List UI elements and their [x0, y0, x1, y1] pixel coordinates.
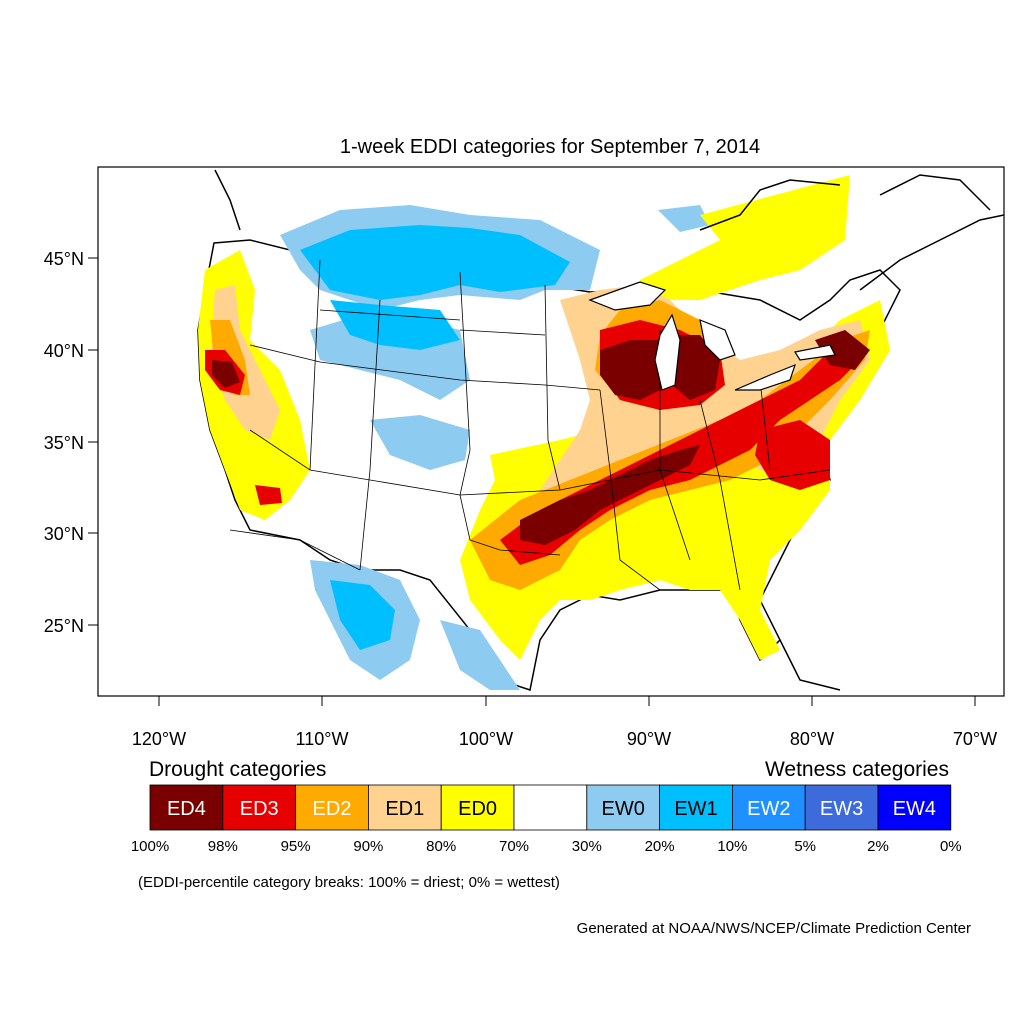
wetness-areas: [280, 205, 710, 690]
lon-label: 70°W: [953, 729, 997, 749]
lon-label: 110°W: [296, 729, 349, 749]
map-panel: [97, 166, 1005, 697]
legend-swatch: [295, 784, 369, 831]
wetness-categories-title: Wetness categories: [765, 758, 949, 781]
drought-areas: [198, 175, 890, 660]
legend-category-label: EW3: [820, 798, 863, 820]
legend-category-label: ED4: [167, 798, 206, 820]
legend-break-label: 5%: [794, 838, 816, 855]
legend-swatch: [804, 784, 879, 831]
legend-color-bar: ED4 ED3 ED2 ED1 ED0 EW0 EW1 EW2 EW3 EW4: [149, 784, 952, 831]
legend-break-label: 20%: [645, 838, 675, 855]
legend-swatch: [440, 784, 515, 831]
legend-break-label: 95%: [281, 838, 311, 855]
legend-swatch: [222, 784, 297, 831]
legend-category-label: ED3: [240, 798, 279, 820]
latitude-axis: 45°N 40°N 35°N 30°N 25°N: [44, 249, 98, 636]
legend-category-label: EW4: [893, 798, 936, 820]
map-title: 1-week EDDI categories for September 7, …: [340, 136, 760, 158]
legend-break-label: 90%: [353, 838, 383, 855]
legend-swatch: [513, 784, 588, 831]
legend-break-label: 100%: [131, 838, 169, 855]
longitude-axis: 120°W 110°W 100°W 90°W 80°W 70°W: [132, 696, 997, 749]
legend-category-label: ED0: [458, 798, 497, 820]
legend-break-label: 80%: [426, 838, 456, 855]
lon-label: 100°W: [459, 729, 513, 749]
drought-categories-title: Drought categories: [149, 758, 326, 781]
lat-label: 45°N: [44, 249, 84, 269]
legend-category-label: ED2: [313, 798, 352, 820]
legend-category-label: EW2: [747, 798, 790, 820]
legend-category-label: EW0: [602, 798, 645, 820]
legend-break-label: 0%: [940, 838, 962, 855]
category-legend: Drought categories Wetness categories ED…: [131, 758, 962, 891]
lon-label: 80°W: [790, 729, 834, 749]
legend-note: (EDDI-percentile category breaks: 100% =…: [138, 874, 560, 891]
legend-break-label: 70%: [499, 838, 529, 855]
legend-category-label: EW1: [674, 798, 717, 820]
coastlines: [214, 169, 1004, 691]
legend-break-label: 30%: [572, 838, 602, 855]
legend-swatch: [367, 784, 442, 831]
lat-label: 25°N: [44, 616, 84, 636]
legend-break-label: 98%: [208, 838, 238, 855]
legend-swatch: [149, 784, 224, 831]
legend-swatch: [659, 784, 733, 831]
credit-line: Generated at NOAA/NWS/NCEP/Climate Predi…: [577, 920, 971, 937]
legend-swatch: [877, 784, 952, 831]
lat-label: 35°N: [44, 433, 84, 453]
legend-swatch: [586, 784, 660, 831]
lat-label: 40°N: [44, 341, 84, 361]
legend-category-label: ED1: [385, 798, 424, 820]
legend-break-labels: 100% 98% 95% 90% 80% 70% 30% 20% 10% 5% 2% 0%: [131, 838, 962, 855]
great-lakes: [588, 281, 836, 391]
lat-label: 30°N: [44, 524, 84, 544]
lon-label: 90°W: [627, 729, 671, 749]
legend-break-label: 10%: [717, 838, 747, 855]
legend-swatch: [732, 784, 806, 831]
legend-break-label: 2%: [867, 838, 889, 855]
map-frame: [97, 166, 1005, 697]
state-boundaries: [229, 259, 831, 591]
lon-label: 120°W: [132, 729, 186, 749]
